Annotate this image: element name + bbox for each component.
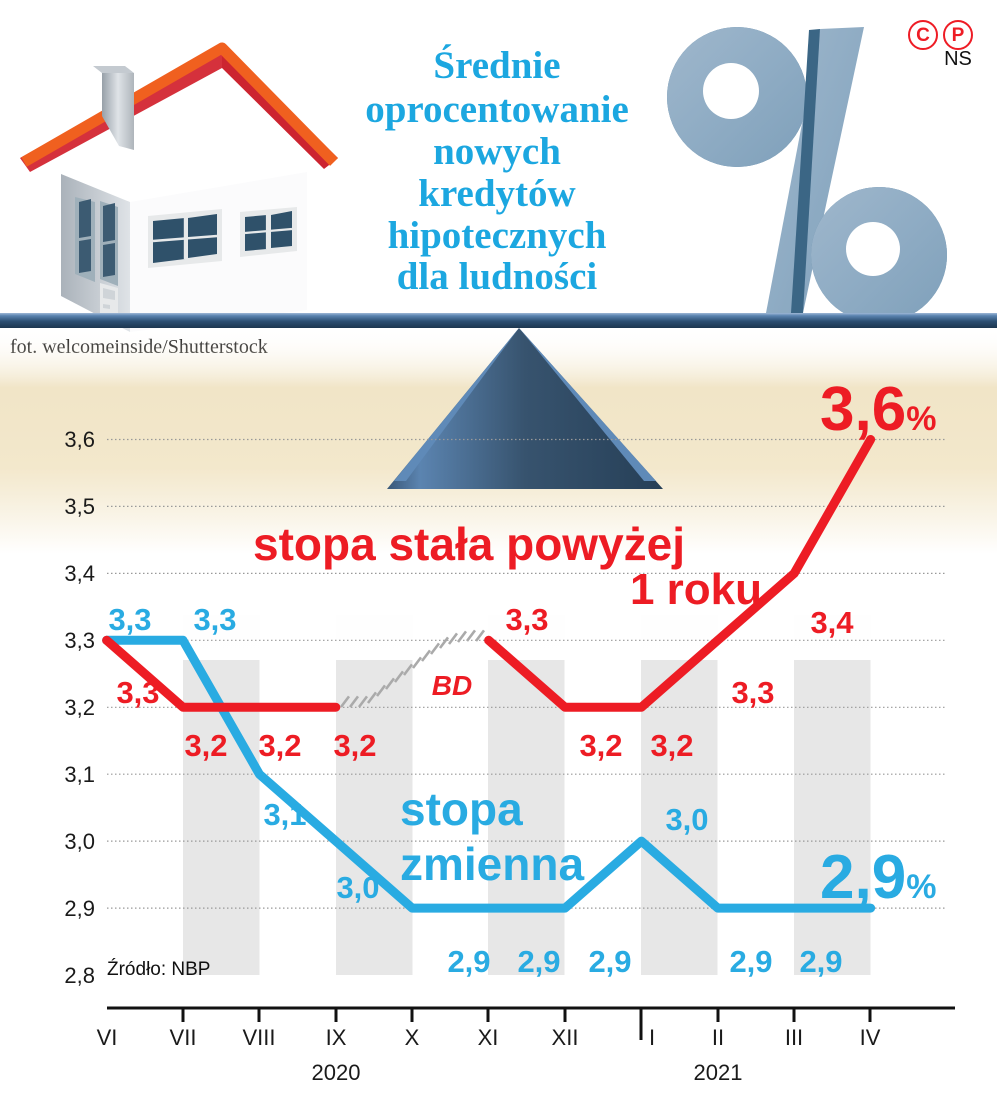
svg-text:1 roku: 1 roku	[630, 565, 762, 614]
svg-text:3,2: 3,2	[258, 728, 301, 763]
svg-text:2,9: 2,9	[447, 944, 490, 979]
svg-text:VIII: VIII	[242, 1025, 275, 1050]
svg-text:2,9: 2,9	[64, 896, 95, 921]
svg-text:stopa stała powyżej: stopa stała powyżej	[253, 518, 685, 570]
svg-text:3,0: 3,0	[336, 870, 379, 905]
svg-text:3,4: 3,4	[810, 605, 854, 640]
svg-text:3,1: 3,1	[64, 762, 95, 787]
svg-text:3,3: 3,3	[505, 602, 548, 637]
svg-text:Źródło: NBP: Źródło: NBP	[107, 959, 210, 980]
svg-text:2020: 2020	[312, 1060, 361, 1085]
svg-text:3,3: 3,3	[193, 602, 236, 637]
svg-text:2,9: 2,9	[799, 944, 842, 979]
svg-text:3,0: 3,0	[64, 829, 95, 854]
svg-text:2021: 2021	[694, 1060, 743, 1085]
svg-text:stopa: stopa	[400, 783, 523, 835]
svg-text:2,9: 2,9	[588, 944, 631, 979]
svg-text:XII: XII	[552, 1025, 579, 1050]
svg-text:XI: XI	[478, 1025, 499, 1050]
svg-text:3,3: 3,3	[116, 675, 159, 710]
svg-text:VII: VII	[170, 1025, 197, 1050]
svg-text:2,9%: 2,9%	[820, 843, 936, 912]
svg-text:3,4: 3,4	[64, 561, 95, 586]
svg-text:II: II	[712, 1025, 724, 1050]
svg-text:3,3: 3,3	[108, 602, 151, 637]
svg-text:3,5: 3,5	[64, 494, 95, 519]
svg-text:IV: IV	[860, 1025, 881, 1050]
svg-text:I: I	[649, 1025, 655, 1050]
svg-text:III: III	[785, 1025, 803, 1050]
svg-text:3,6: 3,6	[64, 427, 95, 452]
svg-text:3,3: 3,3	[64, 628, 95, 653]
svg-text:2,9: 2,9	[517, 944, 560, 979]
svg-text:2,8: 2,8	[64, 963, 95, 988]
svg-text:VI: VI	[97, 1025, 118, 1050]
svg-text:2,9: 2,9	[729, 944, 772, 979]
svg-text:3,2: 3,2	[650, 728, 693, 763]
svg-text:3,0: 3,0	[665, 802, 708, 837]
svg-text:3,2: 3,2	[579, 728, 622, 763]
svg-text:3,3: 3,3	[731, 675, 774, 710]
svg-text:BD: BD	[432, 670, 472, 701]
svg-text:3,2: 3,2	[333, 728, 376, 763]
svg-text:IX: IX	[326, 1025, 347, 1050]
svg-text:3,2: 3,2	[64, 695, 95, 720]
svg-text:3,1: 3,1	[263, 797, 306, 832]
svg-text:X: X	[405, 1025, 420, 1050]
svg-text:zmienna: zmienna	[400, 838, 584, 890]
svg-text:3,2: 3,2	[184, 728, 227, 763]
